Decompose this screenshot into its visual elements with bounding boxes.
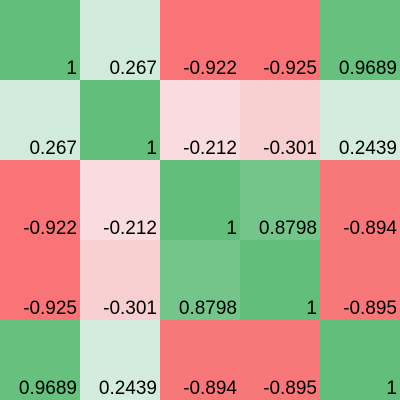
heatmap-cell-value: 0.2439 [338, 138, 397, 159]
heatmap-cell-r2-c5: 0.2439 [320, 80, 400, 160]
heatmap-cell-r2-c1: 0.267 [0, 80, 80, 160]
heatmap-cell-r1-c4: -0.925 [240, 0, 320, 80]
heatmap-cell-value: 0.267 [29, 138, 77, 159]
heatmap-cell-r3-c5: -0.894 [320, 160, 400, 240]
heatmap-cell-r4-c1: -0.925 [0, 240, 80, 320]
heatmap-cell-r5-c1: 0.9689 [0, 320, 80, 400]
heatmap-cell-r1-c5: 0.9689 [320, 0, 400, 80]
heatmap-cell-value: -0.301 [103, 298, 157, 319]
heatmap-cell-value: 1 [146, 138, 157, 159]
heatmap-cell-r3-c1: -0.922 [0, 160, 80, 240]
heatmap-cell-r3-c4: 0.8798 [240, 160, 320, 240]
heatmap-cell-value: -0.925 [23, 298, 77, 319]
heatmap-cell-value: -0.922 [23, 218, 77, 239]
heatmap-cell-value: 1 [226, 218, 237, 239]
heatmap-cell-value: 1 [306, 298, 317, 319]
heatmap-cell-r4-c4: 1 [240, 240, 320, 320]
heatmap-cell-value: 0.2439 [98, 378, 157, 399]
heatmap-cell-r5-c4: -0.895 [240, 320, 320, 400]
heatmap-cell-r5-c5: 1 [320, 320, 400, 400]
heatmap-cell-value: -0.894 [343, 218, 397, 239]
heatmap-cell-r1-c1: 1 [0, 0, 80, 80]
heatmap-cell-value: -0.922 [183, 58, 237, 79]
heatmap-cell-value: -0.212 [103, 218, 157, 239]
heatmap-cell-value: 0.8798 [178, 298, 237, 319]
heatmap-cell-r2-c2: 1 [80, 80, 160, 160]
heatmap-cell-r1-c2: 0.267 [80, 0, 160, 80]
heatmap-cell-r1-c3: -0.922 [160, 0, 240, 80]
heatmap-cell-value: 1 [386, 378, 397, 399]
heatmap-cell-r5-c2: 0.2439 [80, 320, 160, 400]
heatmap-cell-r2-c4: -0.301 [240, 80, 320, 160]
heatmap-cell-r4-c2: -0.301 [80, 240, 160, 320]
heatmap-cell-value: 0.9689 [338, 58, 397, 79]
heatmap-cell-value: -0.301 [263, 138, 317, 159]
heatmap-cell-value: 0.8798 [258, 218, 317, 239]
heatmap-cell-r3-c3: 1 [160, 160, 240, 240]
heatmap-cell-r3-c2: -0.212 [80, 160, 160, 240]
heatmap-cell-value: -0.925 [263, 58, 317, 79]
heatmap-cell-r4-c5: -0.895 [320, 240, 400, 320]
heatmap-cell-value: 0.267 [109, 58, 157, 79]
heatmap-cell-value: -0.895 [343, 298, 397, 319]
heatmap-cell-value: -0.895 [263, 378, 317, 399]
heatmap-cell-r4-c3: 0.8798 [160, 240, 240, 320]
heatmap-cell-r2-c3: -0.212 [160, 80, 240, 160]
heatmap-cell-value: -0.212 [183, 138, 237, 159]
heatmap-cell-value: -0.894 [183, 378, 237, 399]
heatmap-cell-value: 1 [66, 58, 77, 79]
heatmap-cell-r5-c3: -0.894 [160, 320, 240, 400]
heatmap-cell-value: 0.9689 [18, 378, 77, 399]
